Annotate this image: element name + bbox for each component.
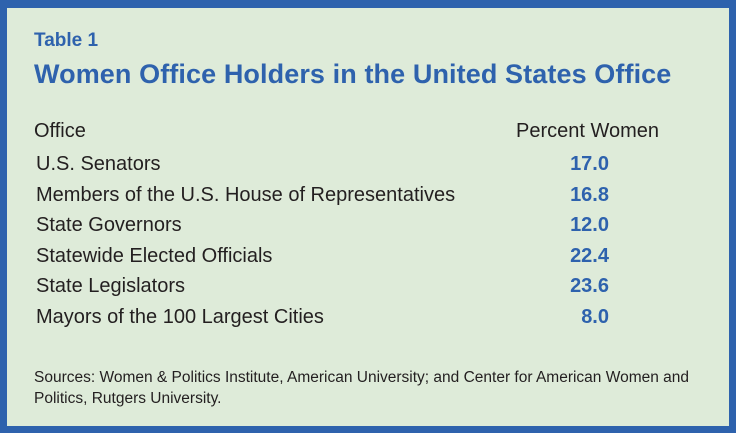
sources-note: Sources: Women & Politics Institute, Ame… xyxy=(34,369,690,407)
office-cell: Mayors of the 100 Largest Cities xyxy=(36,305,324,328)
table-title: Women Office Holders in the United State… xyxy=(34,59,672,89)
percent-cell: 12.0 xyxy=(570,214,609,237)
column-header-percent: Percent Women xyxy=(516,120,660,142)
table-row: U.S. Senators 17.0 xyxy=(7,150,729,181)
office-cell: State Legislators xyxy=(36,275,185,298)
percent-cell: 16.8 xyxy=(570,183,609,206)
table-row: State Governors 12.0 xyxy=(7,211,729,242)
table-row: Mayors of the 100 Largest Cities 8.0 xyxy=(7,303,729,334)
column-header-office: Office xyxy=(34,120,86,142)
table-body: U.S. Senators 17.0 Members of the U.S. H… xyxy=(7,150,729,334)
table-panel: Table 1 Women Office Holders in the Unit… xyxy=(7,8,729,426)
office-cell: Members of the U.S. House of Representat… xyxy=(36,183,456,206)
percent-cell: 17.0 xyxy=(570,153,609,175)
percent-cell: 23.6 xyxy=(570,275,609,298)
office-cell: Statewide Elected Officials xyxy=(36,244,273,267)
table-number: Table 1 xyxy=(34,30,99,51)
table-row: Members of the U.S. House of Representat… xyxy=(7,181,729,212)
percent-cell: 8.0 xyxy=(581,305,609,328)
table-row: Statewide Elected Officials 22.4 xyxy=(7,242,729,273)
percent-cell: 22.4 xyxy=(570,244,609,267)
table-row: State Legislators 23.6 xyxy=(7,272,729,303)
office-cell: State Governors xyxy=(36,214,182,237)
office-cell: U.S. Senators xyxy=(36,153,161,175)
